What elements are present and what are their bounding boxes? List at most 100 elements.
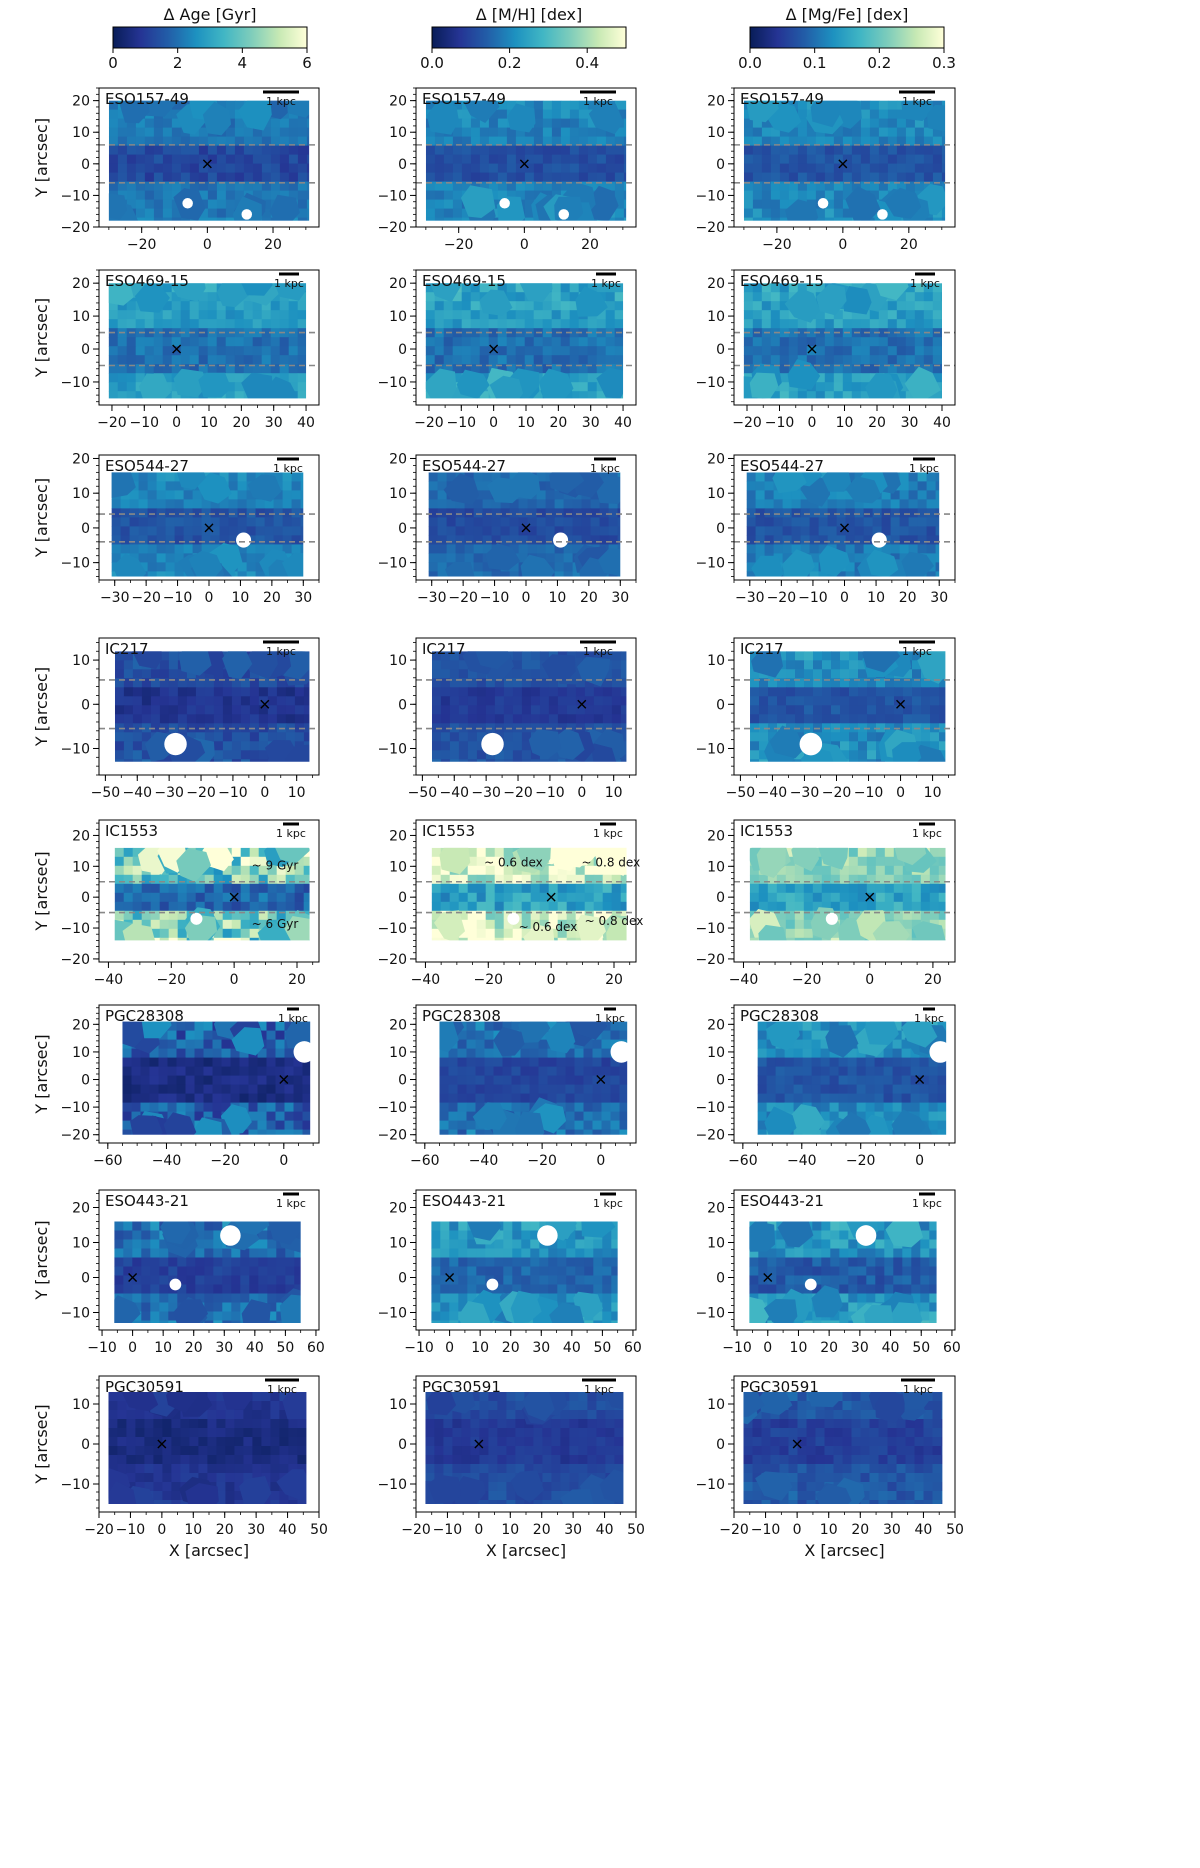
bin-cell: [854, 553, 865, 563]
bin-cell: [126, 172, 137, 183]
bin-cell: [485, 847, 496, 858]
bin-cell: [842, 136, 853, 147]
bin-cell: [213, 750, 224, 760]
bin-cell: [917, 517, 928, 527]
bin-cell: [225, 100, 236, 111]
bin-cell: [425, 319, 436, 329]
bin-cell: [530, 723, 541, 733]
x-tick-label: 0: [808, 415, 817, 431]
bin-cell: [297, 199, 308, 210]
empty-region: [416, 638, 432, 775]
bin-cell: [225, 346, 236, 356]
bin-cell: [752, 181, 763, 192]
bin-cell: [791, 526, 802, 536]
bin-cell: [234, 346, 245, 356]
bin-cell: [494, 901, 505, 912]
bin-cell: [171, 292, 182, 302]
bin-cell: [524, 346, 535, 356]
galaxy-name: IC217: [422, 640, 466, 658]
bin-cell: [189, 163, 200, 174]
bin-cell: [797, 346, 808, 356]
bin-cell: [858, 651, 868, 661]
bin-cell: [533, 310, 544, 320]
bin-cell: [788, 172, 799, 183]
bin-cell: [795, 696, 805, 706]
bin-cell: [171, 337, 182, 347]
bin-cell: [831, 678, 841, 688]
bin-cell: [144, 346, 155, 356]
bin-cell: [845, 499, 856, 509]
bin-cell: [491, 517, 502, 527]
bin-cell: [252, 136, 263, 147]
bin-cell: [150, 687, 161, 697]
bin-cell: [249, 910, 260, 921]
x-tick-label: 10: [605, 785, 623, 801]
bin-cell: [872, 499, 883, 509]
bin-cell: [804, 696, 814, 706]
bin-cell: [249, 901, 260, 912]
bin-cell: [554, 553, 565, 563]
bin-cell: [434, 346, 445, 356]
x-tick-label: −20: [97, 415, 127, 431]
bin-cell: [476, 847, 487, 858]
bin-cell: [930, 696, 940, 706]
bin-cell: [240, 723, 251, 733]
bin-cell: [428, 508, 439, 518]
empty-region: [734, 576, 955, 580]
bin-cell: [611, 714, 622, 724]
bin-cell: [240, 732, 251, 742]
bin-cell: [881, 517, 892, 527]
bin-cell: [509, 508, 520, 518]
bin-cell: [885, 705, 895, 715]
bin-cell: [914, 301, 925, 311]
outer-bin: [139, 373, 171, 404]
bin-cell: [896, 310, 907, 320]
bin-cell: [782, 508, 793, 518]
y-tick-label: 0: [398, 342, 407, 358]
bin-cell: [431, 883, 442, 894]
x-tick-label: 0: [840, 590, 849, 606]
bin-cell: [464, 535, 475, 545]
bin-cell: [231, 750, 242, 760]
bin-cell: [186, 687, 197, 697]
bin-cell: [876, 723, 886, 733]
bin-cell: [809, 553, 820, 563]
bin-cell: [273, 472, 284, 482]
bin-cell: [177, 874, 188, 885]
bin-cell: [575, 696, 586, 706]
bin-cell: [878, 190, 889, 201]
bin-cell: [243, 145, 254, 156]
bin-cell: [554, 544, 565, 554]
bin-cell: [204, 874, 215, 885]
bin-cell: [795, 714, 805, 724]
bin-cell: [806, 154, 817, 165]
bin-cell: [165, 526, 176, 536]
bin-cell: [908, 472, 919, 482]
bin-cell: [150, 901, 161, 912]
bin-cell: [234, 163, 245, 174]
bin-cell: [788, 127, 799, 138]
bin-cell: [434, 301, 445, 311]
bin-cell: [288, 373, 299, 383]
bin-cell: [141, 678, 152, 688]
bin-cell: [470, 163, 481, 174]
bin-cell: [518, 553, 529, 563]
bin-cell: [440, 660, 451, 670]
bin-cell: [225, 172, 236, 183]
empty-region: [99, 638, 115, 775]
bin-cell: [795, 705, 805, 715]
bin-cell: [533, 346, 544, 356]
bin-cell: [108, 163, 119, 174]
bin-cell: [470, 310, 481, 320]
bin-cell: [863, 517, 874, 527]
bin-cell: [932, 373, 943, 383]
bin-cell: [840, 732, 850, 742]
bin-cell: [743, 181, 754, 192]
bin-cell: [150, 678, 161, 688]
empty-region: [99, 270, 319, 284]
bin-cell: [150, 696, 161, 706]
bin-cell: [842, 355, 853, 365]
bin-cell: [213, 910, 224, 921]
bin-cell: [530, 678, 541, 688]
